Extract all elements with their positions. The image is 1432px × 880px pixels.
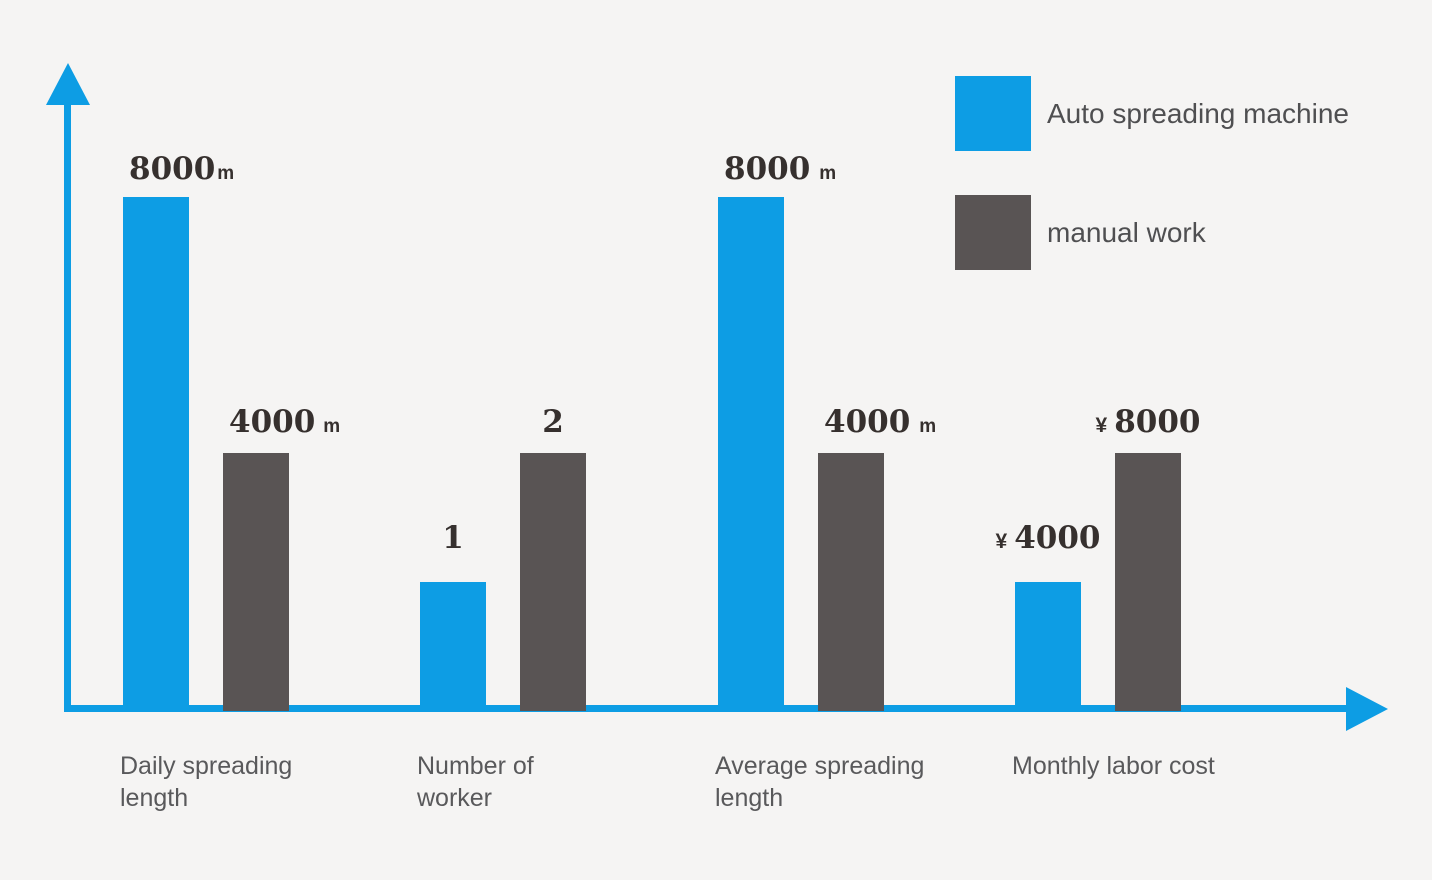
y-axis-line [64,98,71,712]
bar-value-label: ¥4000 [995,520,1101,556]
bar-value-label: 1 [442,520,464,556]
legend-swatch-manual [955,195,1031,270]
category-label: Daily spreading length [120,752,293,812]
bar-manual [520,453,586,711]
legend-item-manual-work: manual work [955,195,1206,270]
bar-value-label: 8000 m [724,151,837,187]
bar-manual [818,453,884,711]
bar-manual [1115,453,1181,711]
legend-swatch-auto [955,76,1031,151]
legend-label-manual: manual work [1047,216,1206,248]
bar-auto [1015,582,1081,711]
bar-auto [718,197,784,711]
bar-value-label: 4000 m [229,404,341,440]
category-label: Number of worker [417,752,534,812]
bar-value-label: 2 [542,404,564,440]
bar-manual [223,453,289,711]
x-axis-arrow-icon [1346,687,1388,731]
legend-label-auto: Auto spreading machine [1047,97,1349,129]
bar-value-label: 4000 m [824,404,937,440]
bar-value-label: ¥8000 [1095,404,1201,440]
category-label: Monthly labor cost [1012,752,1215,780]
x-axis-line [64,705,1347,712]
bar-auto [123,197,189,711]
bar-auto [420,582,486,711]
legend-item-auto-spreading-machine: Auto spreading machine [955,76,1349,151]
category-label: Average spreading length [715,752,925,812]
bar-value-label: 8000 m [129,151,235,187]
